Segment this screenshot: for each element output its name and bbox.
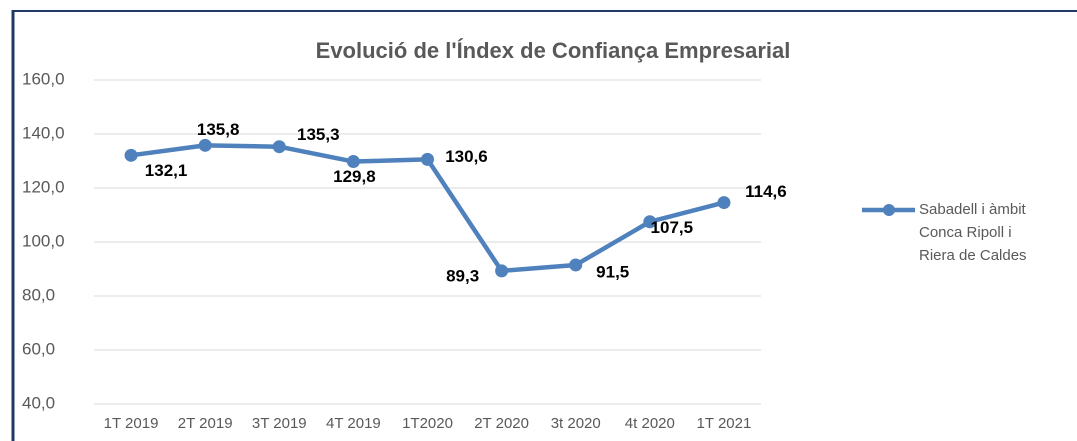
x-tick-label: 4T 2019: [326, 415, 381, 432]
data-point: [124, 148, 138, 162]
data-label: 89,3: [446, 266, 479, 285]
data-point: [643, 215, 657, 229]
y-tick-label: 40,0: [22, 393, 55, 412]
legend-box: Sabadell i àmbit Conca Ripoll i Riera de…: [919, 201, 1027, 264]
x-tick-label: 1T2020: [402, 415, 453, 432]
chart-title: Evolució de l'Índex de Confiança Empresa…: [316, 38, 791, 63]
y-tick-label: 100,0: [22, 231, 65, 250]
x-tick-label: 3t 2020: [551, 415, 601, 432]
legend-label: Sabadell i àmbit Conca Ripoll i Riera de…: [919, 201, 1027, 264]
x-tick-label: 2T 2019: [178, 415, 233, 432]
data-label: 114,6: [745, 182, 787, 201]
y-tick-label: 120,0: [22, 177, 65, 196]
data-point: [495, 264, 509, 278]
data-label: 107,5: [651, 218, 694, 237]
data-point: [346, 155, 360, 169]
x-tick-label: 1T 2021: [697, 415, 752, 432]
data-point: [198, 138, 212, 152]
y-tick-label: 140,0: [22, 123, 65, 142]
data-label: 129,8: [333, 167, 376, 186]
data-label: 132,1: [145, 161, 188, 180]
data-label: 130,6: [445, 147, 488, 166]
data-point: [569, 258, 583, 272]
x-tick-label: 1T 2019: [104, 415, 159, 432]
x-tick-label: 2T 2020: [474, 415, 529, 432]
data-point: [272, 140, 286, 154]
x-tick-label: 4t 2020: [625, 415, 675, 432]
y-tick-label: 160,0: [22, 69, 65, 88]
y-tick-label: 80,0: [22, 285, 55, 304]
data-label: 135,3: [297, 125, 340, 144]
x-tick-label: 3T 2019: [252, 415, 307, 432]
data-label: 135,8: [197, 120, 240, 139]
data-point: [717, 196, 731, 210]
data-label: 91,5: [596, 262, 629, 281]
y-tick-label: 60,0: [22, 339, 55, 358]
legend-marker: [883, 204, 895, 216]
data-point: [421, 152, 434, 166]
